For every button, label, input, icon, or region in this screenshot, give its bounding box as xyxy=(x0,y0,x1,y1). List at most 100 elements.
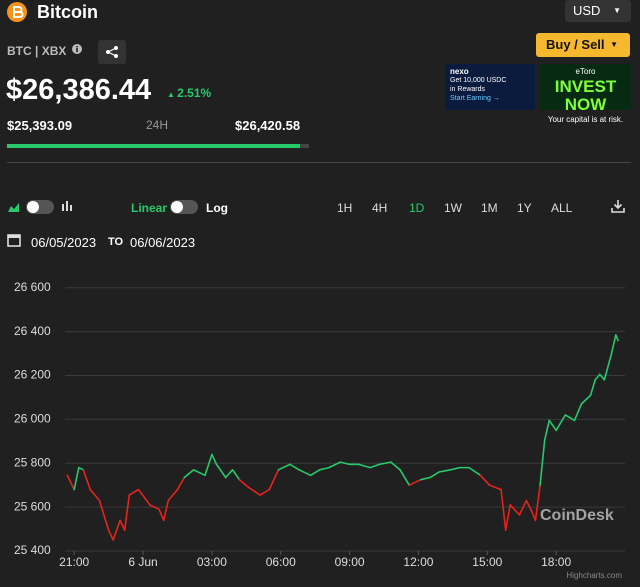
price-line xyxy=(107,529,114,541)
price-line xyxy=(238,478,250,489)
price-line xyxy=(259,488,271,496)
title: Bitcoin xyxy=(37,2,98,22)
linear-label[interactable]: Linear xyxy=(131,201,168,215)
range-button[interactable]: 1M xyxy=(481,201,498,215)
x-tick-label: 21:00 xyxy=(59,555,89,569)
price-line xyxy=(183,469,195,479)
y-tick-label: 26 600 xyxy=(14,280,51,294)
range-button[interactable]: 4H xyxy=(372,201,388,215)
x-tick-label: 6 Jun xyxy=(128,555,157,569)
chart-type-toggle[interactable] xyxy=(26,200,54,214)
price-line xyxy=(468,466,482,477)
price-line xyxy=(89,488,101,502)
credit: Highcharts.com xyxy=(566,571,622,580)
symbol: BTC | XBX xyxy=(7,44,67,58)
ad-headline: INVEST NOW xyxy=(554,77,617,114)
price-line xyxy=(504,504,512,531)
ad-nexo[interactable]: nexo Get 10,000 USDC in Rewards Start Ea… xyxy=(445,64,535,110)
download-icon[interactable] xyxy=(611,199,625,213)
bitcoin-icon xyxy=(7,2,27,22)
share-icon xyxy=(106,46,118,58)
range-button[interactable]: ALL xyxy=(551,201,573,215)
currency-select[interactable]: USD ▼ xyxy=(565,0,631,22)
price-line xyxy=(119,519,126,531)
price-line xyxy=(298,469,312,477)
date-to[interactable]: 06/06/2023 xyxy=(130,235,196,250)
price-line xyxy=(204,453,213,477)
low: $25,393.09 xyxy=(7,118,73,133)
price-line xyxy=(399,469,411,486)
price-line xyxy=(162,499,170,522)
price-line xyxy=(268,469,280,491)
price-line xyxy=(555,414,567,432)
price-line xyxy=(73,466,80,491)
price-line xyxy=(603,353,613,381)
watermark: CoinDesk xyxy=(540,507,614,524)
y-tick-label: 25 400 xyxy=(14,543,51,557)
date-from[interactable]: 06/05/2023 xyxy=(31,235,97,250)
price-line xyxy=(158,508,165,522)
price-line xyxy=(449,466,461,471)
x-tick-label: 03:00 xyxy=(197,555,227,569)
ad-cta: Start Earning → xyxy=(450,95,500,102)
up-arrow: ▲ xyxy=(167,90,178,99)
price-line xyxy=(573,403,583,422)
price-line xyxy=(149,504,160,511)
price-line xyxy=(192,469,206,477)
price-line xyxy=(289,463,300,471)
price-line xyxy=(339,461,351,466)
price-line xyxy=(247,486,261,496)
y-tick-label: 26 400 xyxy=(14,324,51,338)
price-line xyxy=(530,508,537,522)
range-button[interactable]: 1D xyxy=(409,201,425,215)
share-button[interactable] xyxy=(98,40,126,64)
price-line xyxy=(539,439,546,486)
price-line xyxy=(610,334,617,356)
candle-icon[interactable] xyxy=(61,200,73,212)
buy-sell-label: Buy / Sell xyxy=(546,37,605,52)
range-button[interactable]: 1W xyxy=(444,201,462,215)
price-line xyxy=(429,471,440,479)
price-line xyxy=(488,484,502,491)
price-line xyxy=(309,469,321,477)
price-line xyxy=(479,474,491,486)
price-line xyxy=(615,334,619,342)
info-icon[interactable] xyxy=(72,44,82,54)
change-value: 2.51% xyxy=(177,86,212,100)
calendar-icon[interactable] xyxy=(7,233,21,247)
area-icon[interactable] xyxy=(7,201,21,213)
price-line xyxy=(589,379,596,397)
caret: ▼ xyxy=(613,6,621,15)
change: ▲ 2.51% xyxy=(167,86,211,100)
price-line xyxy=(525,499,532,511)
price: $26,386.44 xyxy=(6,74,152,106)
price-line xyxy=(128,488,140,496)
buy-sell-button[interactable]: Buy / Sell ▼ xyxy=(536,33,630,57)
price-line xyxy=(509,504,521,516)
x-tick-label: 15:00 xyxy=(472,555,502,569)
x-tick-label: 18:00 xyxy=(541,555,571,569)
ad-note: Your capital is at risk. xyxy=(547,115,624,124)
log-label[interactable]: Log xyxy=(206,201,228,215)
ad-etoro[interactable]: eToro INVEST NOW Your capital is at risk… xyxy=(540,64,631,124)
ad-brand: nexo xyxy=(450,67,469,76)
price-line xyxy=(598,373,606,381)
x-tick-label: 12:00 xyxy=(403,555,433,569)
price-line xyxy=(369,463,381,469)
scale-toggle[interactable] xyxy=(170,200,198,214)
y-tick-label: 26 200 xyxy=(14,368,51,382)
price-line xyxy=(137,488,151,506)
range-button[interactable]: 1Y xyxy=(517,201,532,215)
period: 24H xyxy=(146,118,169,132)
ad-text: Get 10,000 USDC xyxy=(450,77,507,84)
range-button[interactable]: 1H xyxy=(337,201,353,215)
price-line xyxy=(580,394,592,405)
price-line xyxy=(231,469,241,481)
price-line xyxy=(518,499,528,516)
price-line xyxy=(176,476,186,491)
price-line xyxy=(277,463,291,471)
y-tick-label: 26 000 xyxy=(14,412,51,426)
price-line xyxy=(390,461,401,471)
price-line xyxy=(500,488,507,531)
